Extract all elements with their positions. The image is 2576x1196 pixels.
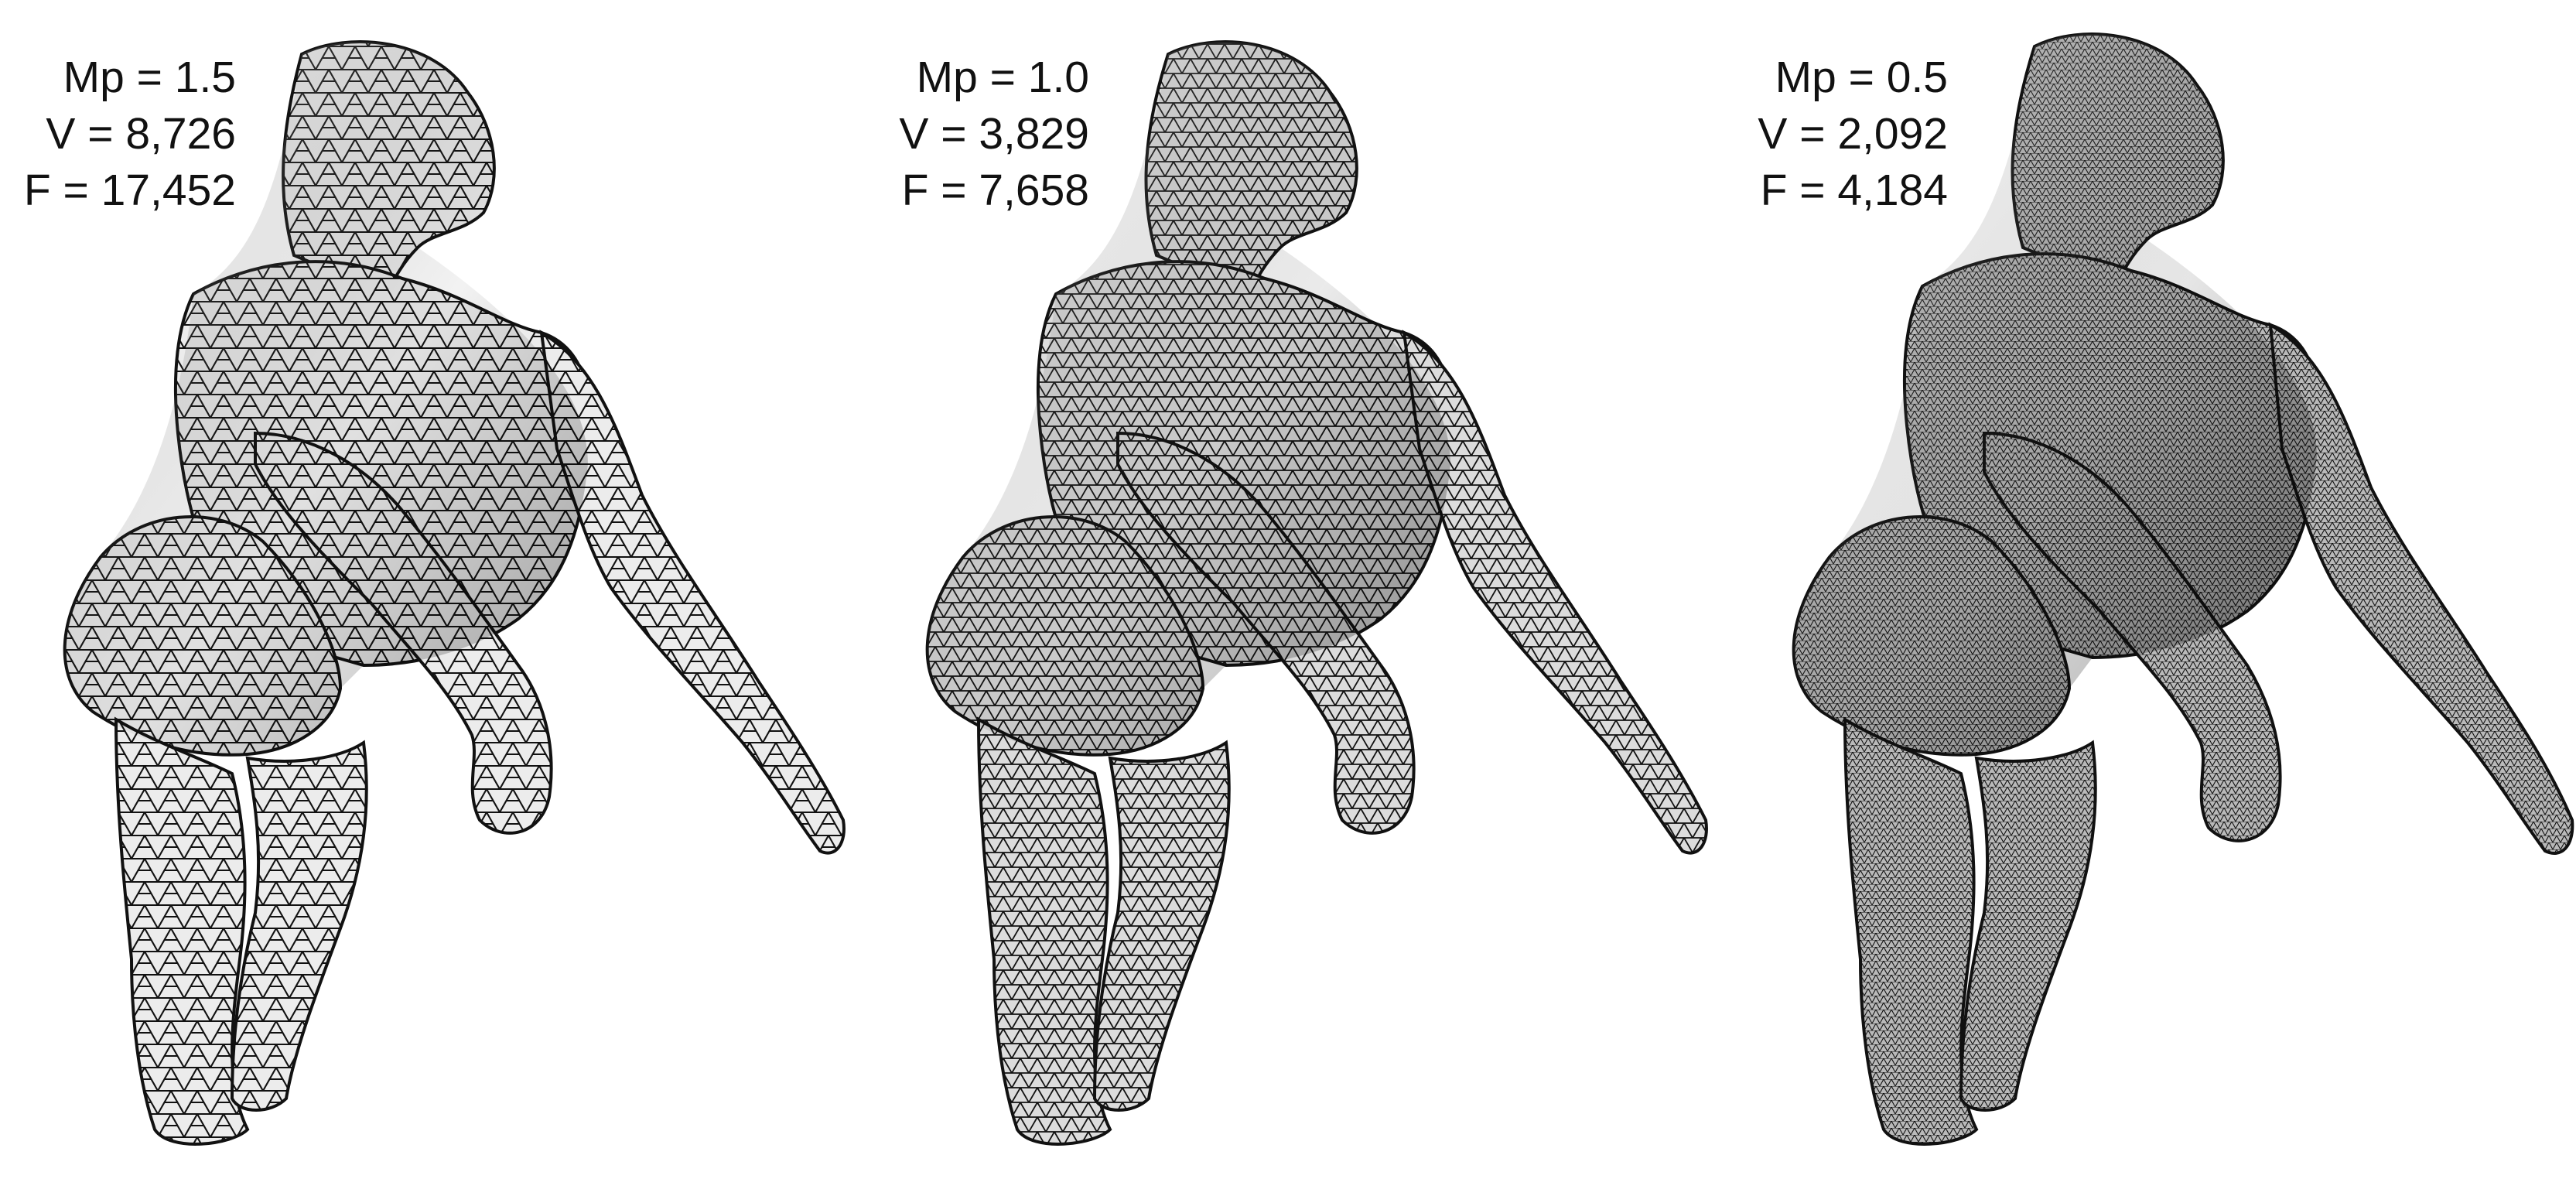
mesh-stats-label: Mp = 1.5 V = 8,726 F = 17,452	[24, 50, 236, 219]
mp-value: Mp = 1.0	[916, 53, 1089, 102]
gorilla-mesh-medium	[925, 40, 1708, 1146]
vertex-count: V = 2,092	[1758, 109, 1948, 159]
face-count: F = 7,658	[901, 166, 1089, 215]
face-count: F = 17,452	[23, 166, 236, 215]
mesh-panel-medium: Mp = 1.0 V = 3,829 F = 7,658	[859, 0, 1717, 1196]
vertex-count: V = 3,829	[899, 109, 1089, 159]
mesh-stats-label: Mp = 1.0 V = 3,829 F = 7,658	[899, 50, 1089, 219]
mesh-panel-fine: Mp = 0.5 V = 2,092 F = 4,184	[1717, 0, 2576, 1196]
gorilla-silhouette	[1792, 32, 2574, 1146]
mesh-panel-coarse: Mp = 1.5 V = 8,726 F = 17,452	[0, 0, 859, 1196]
face-count: F = 4,184	[1760, 166, 1948, 215]
mp-value: Mp = 0.5	[1775, 53, 1948, 102]
gorilla-mesh-fine	[1792, 32, 2574, 1146]
vertex-count: V = 8,726	[46, 109, 236, 159]
gorilla-mesh-coarse	[63, 40, 846, 1146]
gorilla-silhouette	[925, 40, 1708, 1146]
mesh-stats-label: Mp = 0.5 V = 2,092 F = 4,184	[1758, 50, 1948, 219]
gorilla-silhouette	[63, 40, 846, 1146]
mp-value: Mp = 1.5	[63, 53, 236, 102]
